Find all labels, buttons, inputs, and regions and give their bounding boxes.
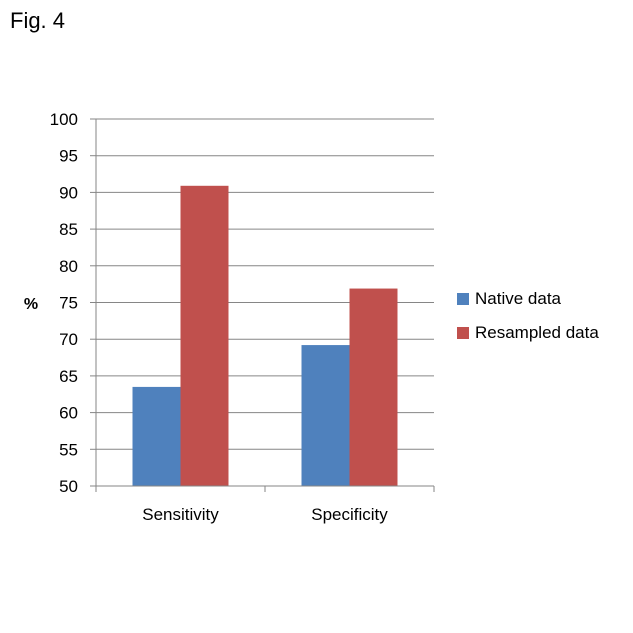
category-label: Sensitivity xyxy=(142,505,219,524)
bar xyxy=(132,386,181,486)
y-tick-label: 65 xyxy=(59,367,78,386)
gridlines xyxy=(96,118,434,450)
y-axis-label: % xyxy=(24,296,38,313)
y-tick-label: 75 xyxy=(59,294,78,313)
figure-label: Fig. 4 xyxy=(10,8,66,33)
category-label: Specificity xyxy=(311,505,388,524)
y-tick-label: 80 xyxy=(59,257,78,276)
y-tick-label: 100 xyxy=(50,110,78,129)
y-tick-label: 60 xyxy=(59,404,78,423)
bars xyxy=(132,185,398,486)
legend-swatch xyxy=(457,293,469,305)
y-tick-labels: 50 55 60 65 70 75 80 85 90 95 100 xyxy=(50,110,78,496)
bar xyxy=(301,345,350,486)
legend-label: Resampled data xyxy=(475,323,599,342)
y-tick-label: 70 xyxy=(59,330,78,349)
legend-label: Native data xyxy=(475,289,562,308)
y-tick-label: 90 xyxy=(59,183,78,202)
y-tick-label: 85 xyxy=(59,220,78,239)
bar xyxy=(349,288,398,486)
axes xyxy=(90,118,435,492)
legend-swatch xyxy=(457,327,469,339)
category-labels: Sensitivity Specificity xyxy=(142,505,388,524)
y-tick-label: 95 xyxy=(59,147,78,166)
y-tick-label: 55 xyxy=(59,440,78,459)
y-tick-label: 50 xyxy=(59,477,78,496)
bar xyxy=(180,185,229,486)
legend: Native data Resampled data xyxy=(457,289,599,342)
